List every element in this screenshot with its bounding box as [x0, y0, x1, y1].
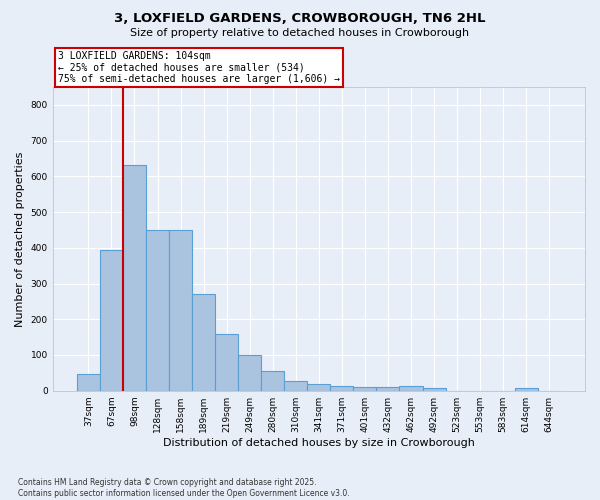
- Bar: [169, 230, 192, 390]
- Bar: [284, 380, 307, 390]
- Bar: [422, 388, 446, 390]
- Text: Size of property relative to detached houses in Crowborough: Size of property relative to detached ho…: [130, 28, 470, 38]
- Bar: [331, 386, 353, 390]
- Bar: [77, 374, 100, 390]
- Bar: [307, 384, 331, 390]
- Bar: [376, 387, 400, 390]
- Text: Contains HM Land Registry data © Crown copyright and database right 2025.
Contai: Contains HM Land Registry data © Crown c…: [18, 478, 350, 498]
- Bar: [146, 230, 169, 390]
- Bar: [400, 386, 422, 390]
- Bar: [261, 371, 284, 390]
- Bar: [100, 250, 123, 390]
- Bar: [123, 164, 146, 390]
- Bar: [353, 387, 376, 390]
- Bar: [192, 294, 215, 390]
- Text: 3, LOXFIELD GARDENS, CROWBOROUGH, TN6 2HL: 3, LOXFIELD GARDENS, CROWBOROUGH, TN6 2H…: [114, 12, 486, 26]
- Bar: [238, 355, 261, 390]
- Bar: [515, 388, 538, 390]
- Bar: [215, 334, 238, 390]
- X-axis label: Distribution of detached houses by size in Crowborough: Distribution of detached houses by size …: [163, 438, 475, 448]
- Y-axis label: Number of detached properties: Number of detached properties: [15, 151, 25, 326]
- Text: 3 LOXFIELD GARDENS: 104sqm
← 25% of detached houses are smaller (534)
75% of sem: 3 LOXFIELD GARDENS: 104sqm ← 25% of deta…: [58, 51, 340, 84]
